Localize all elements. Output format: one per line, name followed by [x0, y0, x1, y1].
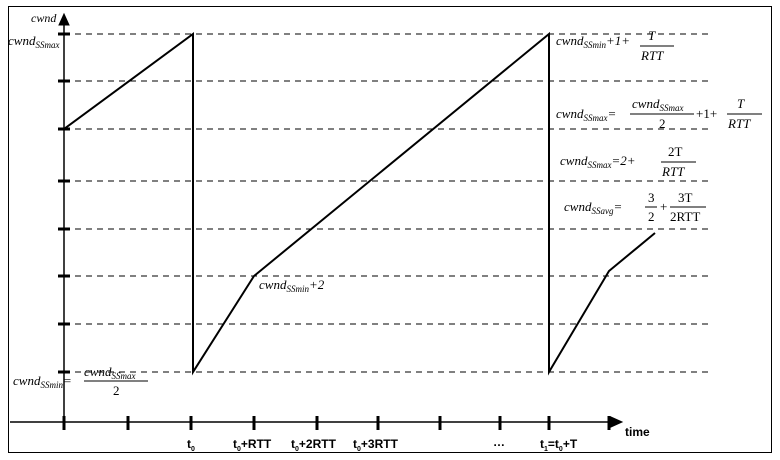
- svg-text:cwndSSmax=2+: cwndSSmax=2+: [560, 153, 636, 170]
- label-cwnd-ssmax-left: cwndSSmax: [8, 33, 59, 50]
- svg-text:cwndSSavg=: cwndSSavg=: [564, 199, 622, 216]
- x-tick-t0-3rtt: t0+3RTT: [353, 437, 399, 453]
- axes: [10, 12, 624, 428]
- svg-text:cwndSSmax: cwndSSmax: [632, 96, 683, 113]
- label-cwnd-ssmin-plus2: cwndSSmin+2: [259, 277, 325, 294]
- svg-text:RTT: RTT: [727, 116, 751, 131]
- x-tick-t0-2rtt: t0+2RTT: [291, 437, 337, 453]
- x-axis-arrow-icon: [610, 416, 624, 428]
- figure-frame: [8, 6, 772, 453]
- x-ticks: [62, 416, 611, 430]
- svg-text:T: T: [737, 96, 745, 111]
- cwnd-curve: [63, 31, 656, 376]
- svg-text:T: T: [648, 28, 656, 43]
- x-tick-ellipsis: …: [493, 435, 505, 449]
- label-right-1: cwndSSmin+1+ T RTT: [556, 28, 674, 63]
- svg-text:2T: 2T: [668, 144, 683, 159]
- svg-text:RTT: RTT: [661, 164, 685, 179]
- x-axis-label: time: [625, 425, 650, 439]
- grid-lines: [64, 33, 710, 373]
- x-tick-t0-rtt: t0+RTT: [233, 437, 272, 453]
- x-tick-t0: t0: [187, 437, 195, 453]
- svg-text:2RTT: 2RTT: [670, 209, 700, 224]
- svg-text:cwndSSmax: cwndSSmax: [84, 364, 135, 381]
- svg-text:2: 2: [659, 116, 666, 131]
- svg-text:cwndSSmin+1+: cwndSSmin+1+: [556, 33, 630, 50]
- label-right-2: cwndSSmax= cwndSSmax 2 +1+ T RTT: [556, 96, 762, 131]
- x-tick-t1: t1=t0+T: [540, 437, 578, 453]
- svg-text:cwndSSmin=: cwndSSmin=: [13, 373, 72, 390]
- svg-text:3: 3: [648, 190, 655, 205]
- svg-text:+: +: [660, 199, 667, 214]
- label-right-4: cwndSSavg= 3 2 + 3T 2RTT: [564, 190, 706, 224]
- y-axis-arrow-icon: [58, 12, 70, 26]
- svg-text:+1+: +1+: [696, 106, 717, 121]
- svg-text:RTT: RTT: [640, 48, 664, 63]
- svg-text:3T: 3T: [678, 190, 693, 205]
- label-right-3: cwndSSmax=2+ 2T RTT: [560, 144, 696, 179]
- svg-text:cwndSSmax=: cwndSSmax=: [556, 106, 616, 123]
- label-cwnd-ssmin-left: cwndSSmin= cwndSSmax 2: [13, 364, 148, 398]
- svg-text:2: 2: [648, 209, 655, 224]
- svg-text:2: 2: [113, 383, 120, 398]
- y-axis-label: cwnd: [31, 11, 57, 25]
